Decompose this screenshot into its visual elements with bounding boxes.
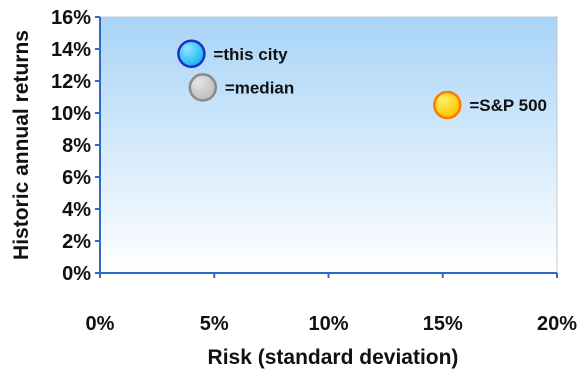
- point-label: =median: [225, 78, 294, 97]
- y-tick-label: 10%: [51, 103, 91, 125]
- y-axis-title: Historic annual returns: [10, 30, 33, 260]
- y-tick-label: 4%: [62, 199, 91, 221]
- y-tick-label: 12%: [51, 71, 91, 93]
- y-tick-label: 6%: [62, 167, 91, 189]
- y-tick-label: 8%: [62, 135, 91, 157]
- y-tick-label: 16%: [51, 7, 91, 29]
- y-tick-label: 14%: [51, 39, 91, 61]
- point-median: [188, 73, 218, 102]
- x-tick-label: 15%: [423, 313, 463, 335]
- point-sp500: [433, 90, 462, 120]
- plot-area: [99, 16, 558, 274]
- x-tick-label: 5%: [200, 313, 229, 335]
- x-tick-label: 20%: [537, 313, 577, 335]
- x-tick-label: 0%: [86, 313, 115, 335]
- point-this-city: [177, 39, 206, 69]
- x-tick-label: 10%: [308, 313, 348, 335]
- y-tick-label: 0%: [62, 263, 91, 285]
- x-axis-title: Risk (standard deviation): [208, 346, 459, 369]
- scatter-points: =this city =median =S&P 500: [177, 39, 547, 120]
- point-label: =this city: [213, 45, 288, 64]
- y-axis-ticks: 0% 2% 4% 6% 8% 10% 12% 14% 16%: [51, 7, 100, 285]
- point-label: =S&P 500: [469, 96, 547, 115]
- x-axis-ticks: 0% 5% 10% 15% 20%: [86, 273, 577, 335]
- y-tick-label: 2%: [62, 231, 91, 253]
